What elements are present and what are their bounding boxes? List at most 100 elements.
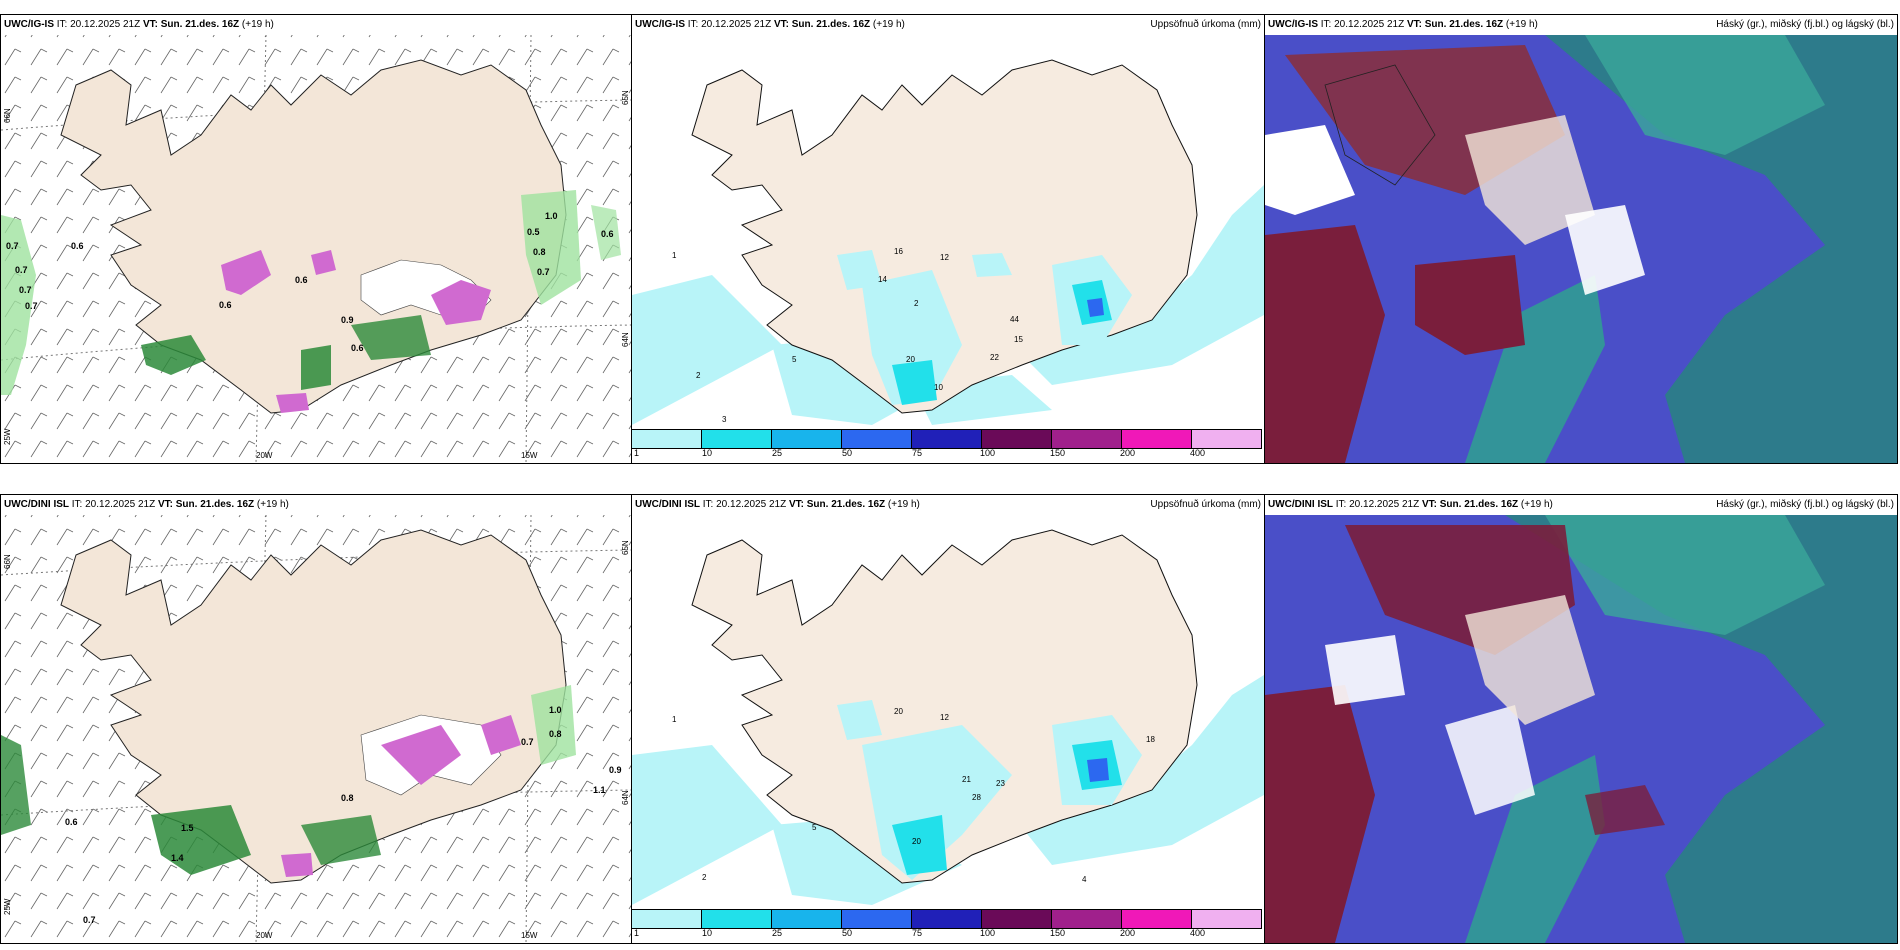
wind-value: 0.6 <box>65 817 78 827</box>
wind-value: 0.7 <box>15 265 28 275</box>
precip-value: 28 <box>972 793 981 802</box>
colorbar-cell <box>632 910 702 928</box>
colorbar-label: 75 <box>912 928 923 938</box>
colorbar-label: 200 <box>1120 448 1136 458</box>
precip-value: 22 <box>990 353 999 362</box>
wind-value: 0.6 <box>601 229 614 239</box>
lat-label-25w: 25W <box>3 898 12 915</box>
wind-value: 0.9 <box>341 315 354 325</box>
precip-value: 2 <box>914 299 919 308</box>
lat-label-66: 66N <box>3 554 12 569</box>
colorbar-label: 10 <box>702 928 713 938</box>
precip-value: 2 <box>702 873 707 882</box>
panel-clouds-bottom: UWC/DINI ISL IT: 20.12.2025 21Z VT: Sun.… <box>1264 494 1898 944</box>
colorbar-cell <box>1192 910 1262 928</box>
wind-value: 0.8 <box>549 729 562 739</box>
panel-title: UWC/IG-IS IT: 20.12.2025 21Z VT: Sun. 21… <box>4 19 274 30</box>
panel-title: UWC/IG-IS IT: 20.12.2025 21Z VT: Sun. 21… <box>1268 19 1538 30</box>
wind-value: 1.0 <box>545 211 558 221</box>
colorbar-label: 50 <box>842 448 853 458</box>
precip-value: 20 <box>912 837 921 846</box>
colorbar-label: 200 <box>1120 928 1136 938</box>
wind-value: 1.4 <box>171 853 184 863</box>
colorbar-cell <box>1052 910 1122 928</box>
iceland-precip-map <box>632 529 1264 905</box>
lat-label-right-65: 65N <box>621 90 630 105</box>
wind-value: 0.7 <box>25 301 38 311</box>
precip-value: 5 <box>792 355 797 364</box>
colorbar-label: 150 <box>1050 928 1066 938</box>
cloud-panel-title: Háský (gr.), miðský (fj.bl.) og lágský (… <box>1716 19 1894 30</box>
iceland-land <box>60 59 567 414</box>
iceland-cloud-map <box>1265 515 1897 943</box>
wind-value: 0.6 <box>219 300 232 310</box>
precip-value: 14 <box>878 275 887 284</box>
wind-value: 0.6 <box>71 241 84 251</box>
wind-value: 0.6 <box>295 275 308 285</box>
lat-label-66: 66N <box>3 108 12 123</box>
panel-title: UWC/DINI ISL IT: 20.12.2025 21Z VT: Sun.… <box>635 499 920 510</box>
wind-value: 0.7 <box>19 285 32 295</box>
lat-label-right-64: 64N <box>621 790 630 805</box>
colorbar-label: 25 <box>772 448 783 458</box>
iceland-wind-map <box>1 514 631 943</box>
colorbar-label: 400 <box>1190 928 1206 938</box>
precip-value: 3 <box>722 415 727 424</box>
precip-value: 21 <box>962 775 971 784</box>
iceland-cloud-map <box>1265 35 1897 463</box>
precip-value: 44 <box>1010 315 1019 324</box>
wind-value: 1.5 <box>181 823 194 833</box>
iceland-precip-map <box>632 59 1264 425</box>
colorbar-cell <box>982 430 1052 448</box>
precip-value: 4 <box>1082 875 1087 884</box>
precip-value: 1 <box>672 715 677 724</box>
colorbar-cell <box>1192 430 1262 448</box>
iceland-land <box>60 529 567 884</box>
colorbar-label: 75 <box>912 448 923 458</box>
precip-colorbar <box>632 909 1262 929</box>
lat-label-right-64: 64N <box>621 332 630 347</box>
precip-panel-title: Uppsöfnuð úrkoma (mm) <box>1150 499 1261 510</box>
colorbar-label: 50 <box>842 928 853 938</box>
colorbar-label: 400 <box>1190 448 1206 458</box>
colorbar-cell <box>982 910 1052 928</box>
colorbar-cell <box>912 910 982 928</box>
colorbar-label: 1 <box>634 448 640 458</box>
precip-value: 12 <box>940 713 949 722</box>
wind-value: 0.6 <box>351 343 364 353</box>
iceland-wind-map <box>1 34 631 463</box>
colorbar-cell <box>1122 430 1192 448</box>
wind-value: 1.1 <box>593 785 606 795</box>
panel-title: UWC/DINI ISL IT: 20.12.2025 21Z VT: Sun.… <box>4 499 289 510</box>
colorbar-cell <box>912 430 982 448</box>
precip-value: 23 <box>996 779 1005 788</box>
precip-value: 15 <box>1014 335 1023 344</box>
panel-title: UWC/DINI ISL IT: 20.12.2025 21Z VT: Sun.… <box>1268 499 1553 510</box>
precip-value: 20 <box>894 707 903 716</box>
panel-title: UWC/IG-IS IT: 20.12.2025 21Z VT: Sun. 21… <box>635 19 905 30</box>
panel-precip-bottom: UWC/DINI ISL IT: 20.12.2025 21Z VT: Sun.… <box>631 494 1265 944</box>
lat-label-right-65: 65N <box>621 540 630 555</box>
wind-value: 0.5 <box>527 227 540 237</box>
colorbar-cell <box>1052 430 1122 448</box>
precip-value: 2 <box>696 371 701 380</box>
lon-label-15w: 15W <box>521 451 538 460</box>
panel-clouds-top: UWC/IG-IS IT: 20.12.2025 21Z VT: Sun. 21… <box>1264 14 1898 464</box>
colorbar-label: 25 <box>772 928 783 938</box>
colorbar-cell <box>772 430 842 448</box>
cloud-panel-title: Háský (gr.), miðský (fj.bl.) og lágský (… <box>1716 499 1894 510</box>
panel-precip-top: UWC/IG-IS IT: 20.12.2025 21Z VT: Sun. 21… <box>631 14 1265 464</box>
wind-value: 0.7 <box>83 915 96 925</box>
colorbar-label: 1 <box>634 928 640 938</box>
wind-value: 0.7 <box>537 267 550 277</box>
colorbar-cell <box>842 430 912 448</box>
precip-value: 5 <box>812 823 817 832</box>
colorbar-cell <box>772 910 842 928</box>
panel-wind-bottom: UWC/DINI ISL IT: 20.12.2025 21Z VT: Sun.… <box>0 494 632 944</box>
colorbar-label: 10 <box>702 448 713 458</box>
wind-value: 1.0 <box>549 705 562 715</box>
panel-wind-top: UWC/IG-IS IT: 20.12.2025 21Z VT: Sun. 21… <box>0 14 632 464</box>
precip-value: 12 <box>940 253 949 262</box>
lon-label-15w: 15W <box>521 931 538 940</box>
precip-value: 1 <box>672 251 677 260</box>
